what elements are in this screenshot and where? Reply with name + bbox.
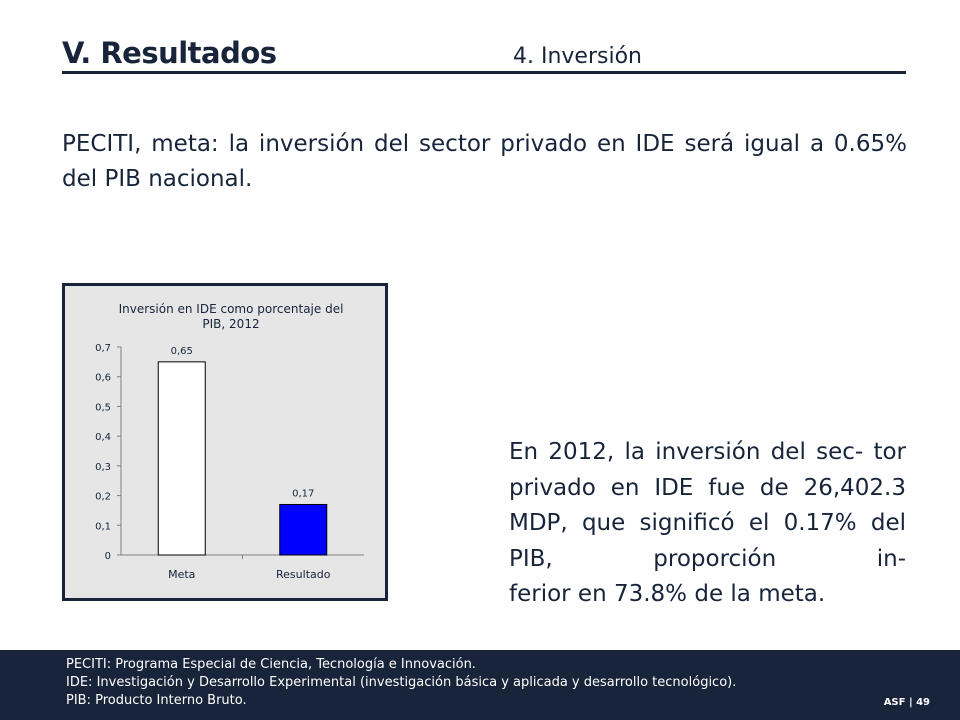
y-tick-label: 0,6: [95, 373, 111, 384]
y-tick-label: 0,7: [95, 343, 111, 354]
page-number: ASF | 49: [883, 697, 930, 708]
summary-main-text: En 2012, la inversión del sec- tor priva…: [509, 439, 906, 572]
chart-title-line1: Inversión en IDE como porcentaje del: [119, 302, 344, 316]
x-tick-label-resultado: Resultado: [276, 568, 331, 581]
section-subtitle: 4. Inversión: [513, 44, 642, 69]
bar-chart: Inversión en IDE como porcentaje del PIB,…: [62, 283, 388, 601]
y-tick-label: 0,1: [95, 521, 111, 532]
data-label-meta: 0,65: [171, 346, 193, 357]
footer-bar: PECITI: Programa Especial de Ciencia, Te…: [0, 650, 960, 720]
data-label-resultado: 0,17: [292, 488, 314, 499]
y-tick-label: 0: [105, 551, 111, 562]
bar-resultado: [279, 503, 328, 556]
footer-notes: PECITI: Programa Especial de Ciencia, Te…: [66, 656, 736, 710]
chart-title-line2: PIB, 2012: [202, 317, 259, 331]
y-tick-label: 0,3: [95, 462, 111, 473]
x-tick-label-meta: Meta: [168, 568, 195, 581]
summary-paragraph: En 2012, la inversión del sec- tor priva…: [509, 435, 906, 613]
lead-paragraph: PECITI, meta: la inversión del sector pr…: [62, 131, 907, 192]
y-tick-label: 0,5: [95, 402, 111, 413]
footer-note-pib: PIB: Producto Interno Bruto.: [66, 693, 247, 708]
summary-last-line: ferior en 73.8% de la meta.: [509, 581, 826, 607]
title-divider: [62, 71, 906, 74]
bar-chart-svg: Inversión en IDE como porcentaje delPIB,…: [95, 302, 364, 581]
bar-meta: [157, 361, 206, 556]
page-title: V. Resultados: [62, 36, 277, 70]
y-tick-label: 0,4: [95, 432, 111, 443]
footer-note-peciti: PECITI: Programa Especial de Ciencia, Te…: [66, 657, 476, 672]
footer-note-ide: IDE: Investigación y Desarrollo Experime…: [66, 675, 737, 690]
y-tick-label: 0,2: [95, 492, 111, 503]
